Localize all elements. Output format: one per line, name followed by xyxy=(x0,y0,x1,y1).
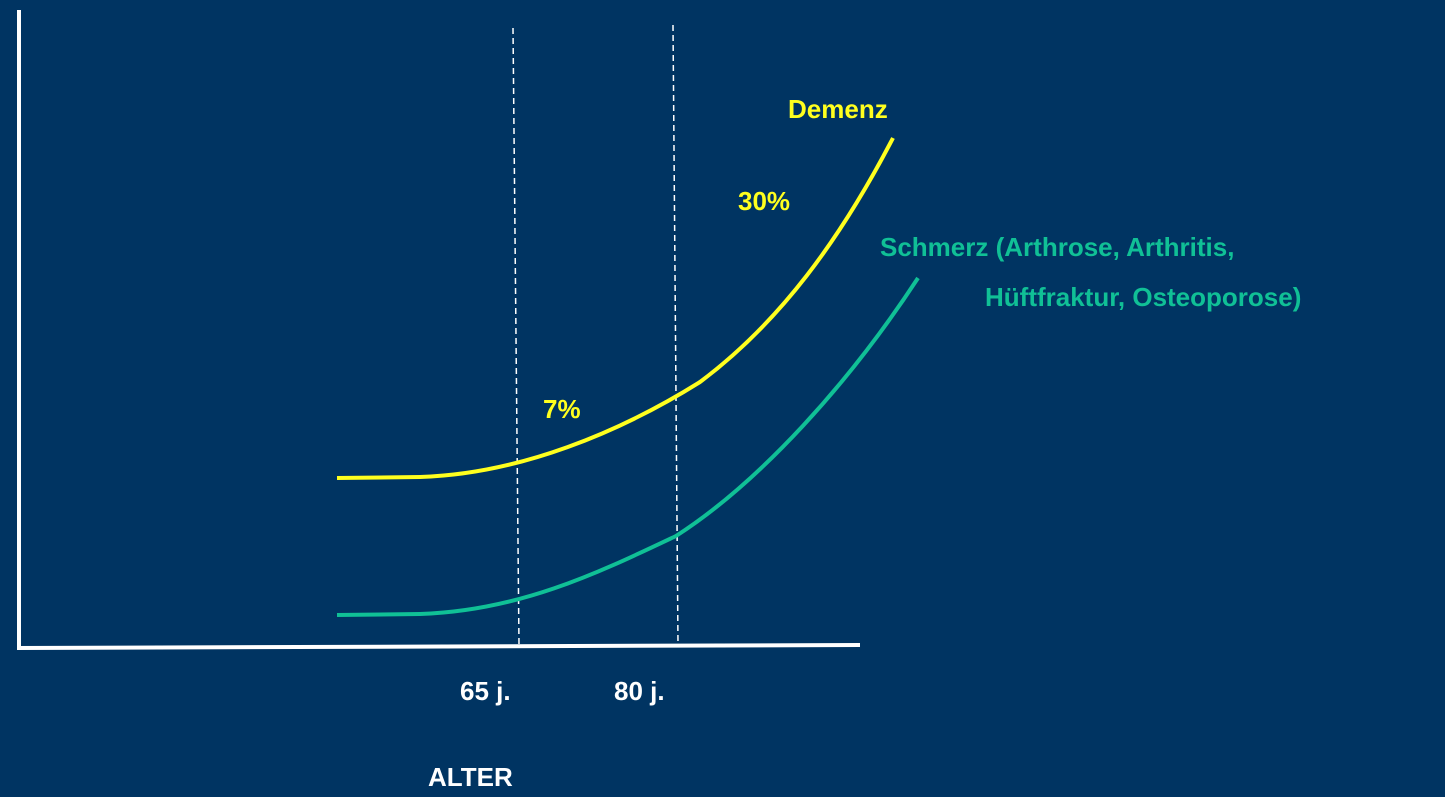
dementia-label: Demenz xyxy=(788,94,888,124)
dementia-curve xyxy=(336,137,895,480)
pain-label: Hüftfraktur, Osteoporose) xyxy=(985,282,1301,312)
guide-line xyxy=(672,24,679,646)
percent-label: 30% xyxy=(738,186,790,216)
guide-line xyxy=(512,27,520,646)
x-label: 80 j. xyxy=(614,676,665,706)
x-axis-title: ALTER xyxy=(428,762,513,792)
x-label: 65 j. xyxy=(460,676,511,706)
percent-label: 7% xyxy=(543,394,581,424)
pain-curve xyxy=(336,276,920,617)
pain-label: Schmerz (Arthrose, Arthritis, xyxy=(880,232,1234,262)
x-axis xyxy=(16,643,861,650)
